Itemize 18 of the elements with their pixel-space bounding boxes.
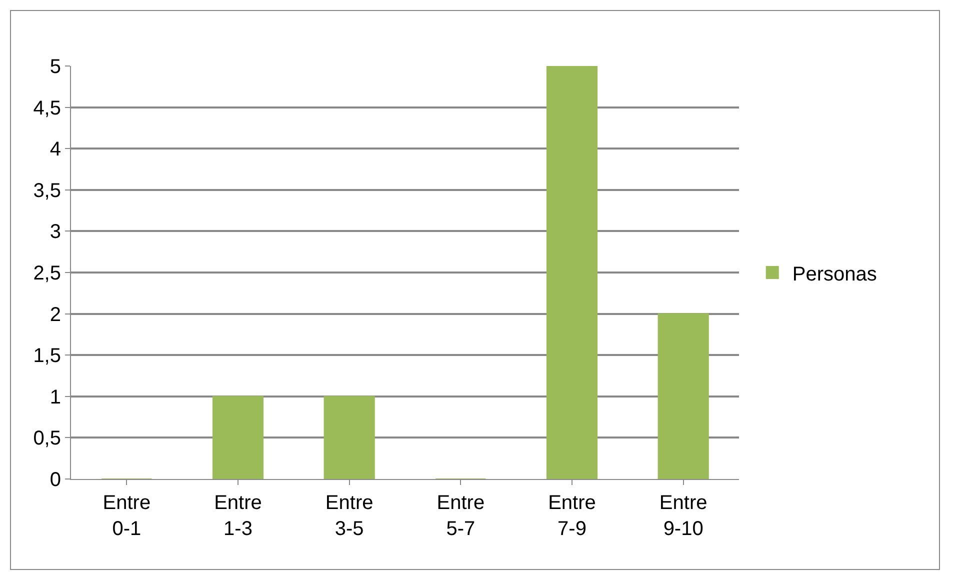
legend-label: Personas bbox=[792, 263, 877, 286]
x-tick-label: Entre 9-10 bbox=[659, 492, 708, 540]
x-tick-label: Entre 0-1 bbox=[102, 492, 151, 540]
y-tick-label: 1 bbox=[50, 386, 61, 408]
y-tick-label: 2,5 bbox=[33, 262, 61, 284]
y-tick-label: 4,5 bbox=[33, 97, 61, 120]
y-tick-label: 4 bbox=[50, 138, 61, 161]
y-tick-label: 3,5 bbox=[33, 180, 61, 202]
y-tick-label: 0 bbox=[50, 469, 61, 491]
x-tick-label: Entre 7-9 bbox=[548, 492, 596, 540]
y-tick-label: 2 bbox=[50, 304, 61, 326]
x-tick-label: Entre 1-3 bbox=[214, 492, 262, 540]
y-tick-label: 5 bbox=[50, 56, 61, 78]
y-tick-label: 0,5 bbox=[33, 428, 61, 450]
x-tick-label: Entre 5-7 bbox=[436, 492, 485, 540]
y-tick-label: 1,5 bbox=[33, 345, 61, 368]
x-tick-label: Entre 3-5 bbox=[325, 492, 374, 540]
y-tick-label: 3 bbox=[50, 221, 61, 244]
